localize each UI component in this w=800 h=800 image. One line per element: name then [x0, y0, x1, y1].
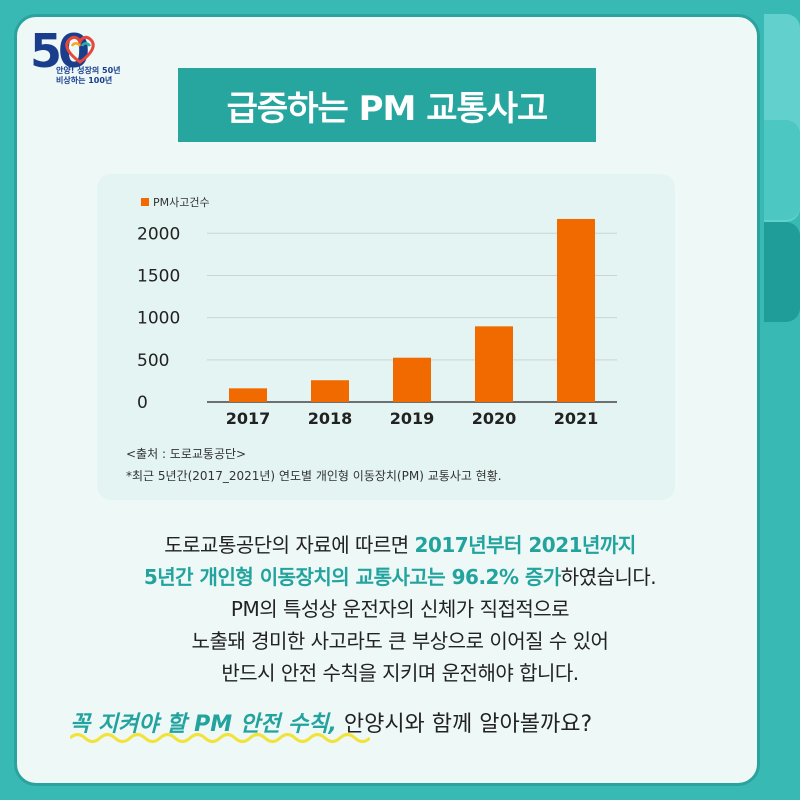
heart-icon	[65, 35, 95, 64]
bar-2021	[557, 218, 595, 402]
bottom-rest: 안양시와 함께 알아볼까요?	[336, 712, 593, 737]
paragraph-line-4: 노출돼 경미한 사고라도 큰 부상으로 이어질 수 있어	[191, 629, 609, 653]
chart-panel: PM사고건수 0 500 1000 1500 2000 2017 2018 2019 2020 20…	[97, 174, 675, 500]
paragraph-highlight-1: 2017년부터 2021년까지	[414, 533, 637, 557]
y-tick-label: 1000	[137, 309, 180, 329]
page-title-box: 급증하는 PM 교통사고	[178, 68, 596, 142]
bottom-emphasis: 꼭 지켜야 할 PM 안전 수칙,	[70, 712, 337, 737]
bottom-callout: 꼭 지켜야 할 PM 안전 수칙, 안양시와 함께 알아볼까요?	[70, 706, 592, 738]
legend-swatch	[141, 198, 149, 206]
paragraph-line-2: 5년간 개인형 이동장치의 교통사고는 96.2% 증가하였습니다.	[40, 562, 760, 592]
y-tick-label: 0	[137, 393, 148, 413]
bar-2020	[475, 326, 513, 402]
bar-2019	[393, 357, 431, 402]
paragraph-line-1: 도로교통공단의 자료에 따르면 2017년부터 2021년까지	[40, 530, 760, 560]
paragraph-line-2b: 하였습니다.	[560, 565, 657, 589]
tab-decoration-3	[764, 222, 800, 322]
chart-note: *최근 5년간(2017_2021년) 연도별 개인형 이동장치(PM) 교통사…	[126, 469, 502, 483]
y-tick-label: 500	[137, 351, 169, 371]
paragraph-line-3: PM의 특성상 운전자의 신체가 직접적으로	[230, 597, 570, 621]
bar-chart: PM사고건수 0 500 1000 1500 2000 2017 2018 2019 2020 20…	[137, 196, 617, 428]
bar-2018	[311, 380, 349, 402]
page-title: 급증하는 PM 교통사고	[226, 88, 549, 129]
y-tick-label: 2000	[137, 224, 180, 244]
bar-2017	[229, 388, 267, 402]
logo-number: 50	[30, 24, 90, 78]
logo-slogan-line1: 안양! 성장의 50년	[56, 66, 121, 75]
x-tick-label: 2017	[226, 409, 271, 428]
wavy-underline-decoration	[70, 733, 370, 743]
paragraph-line-5: 반드시 안전 수칙을 지키며 운전해야 합니다.	[221, 661, 579, 685]
y-tick-label: 1500	[137, 266, 180, 286]
logo-slogan-line2: 비상하는 100년	[56, 76, 113, 85]
x-tick-label: 2019	[390, 409, 435, 428]
source-text: <출처 : 도로교통공단>	[126, 447, 247, 461]
anyang-logo: 50 안양! 성장의 50년 비상하는 100년	[30, 24, 140, 92]
x-tick-label: 2021	[554, 409, 599, 428]
x-tick-label: 2020	[472, 409, 517, 428]
legend-label: PM사고건수	[153, 196, 210, 209]
tab-decoration-2	[764, 120, 800, 220]
logo-slogan: 안양! 성장의 50년 비상하는 100년	[56, 66, 121, 86]
x-tick-label: 2018	[308, 409, 353, 428]
paragraph-line-1a: 도로교통공단의 자료에 따르면	[164, 533, 415, 557]
paragraph-highlight-2: 5년간 개인형 이동장치의 교통사고는 96.2% 증가	[143, 565, 561, 589]
